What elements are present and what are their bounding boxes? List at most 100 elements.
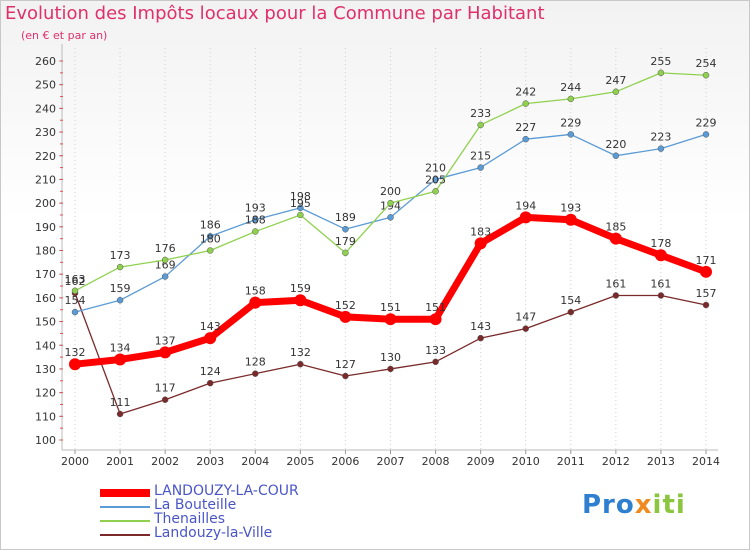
data-point (522, 325, 529, 332)
data-label: 147 (515, 311, 536, 324)
data-point (609, 232, 622, 245)
x-tick-label: 2008 (422, 455, 450, 468)
data-point (702, 71, 710, 79)
data-point (657, 69, 665, 77)
data-point (477, 164, 484, 171)
data-label: 133 (425, 344, 446, 357)
data-point (612, 292, 620, 299)
data-label: 143 (200, 320, 221, 333)
data-label: 193 (560, 202, 581, 215)
data-point (159, 346, 172, 359)
data-label: 154 (560, 294, 581, 307)
data-label: 130 (380, 351, 401, 364)
data-label: 189 (335, 211, 356, 224)
data-point (252, 228, 259, 235)
x-tick-label: 2005 (286, 455, 314, 468)
data-label: 178 (650, 237, 671, 250)
data-label: 254 (696, 57, 717, 70)
y-tick-label: 200 (35, 197, 56, 210)
data-point (297, 211, 304, 219)
data-label: 143 (470, 320, 491, 333)
data-label: 215 (470, 150, 491, 163)
y-tick-label: 150 (35, 316, 56, 329)
data-point (204, 332, 217, 345)
data-label: 227 (515, 121, 536, 134)
data-point (161, 256, 169, 264)
data-label: 242 (515, 86, 536, 99)
legend-label: Thenailles (154, 511, 226, 527)
x-tick-label: 2007 (377, 455, 405, 468)
data-point (702, 131, 710, 138)
data-label: 176 (155, 242, 176, 255)
data-label: 171 (696, 254, 717, 267)
legend-swatch (100, 489, 150, 497)
y-tick-label: 210 (35, 173, 56, 186)
data-label: 244 (560, 81, 581, 94)
data-point (342, 249, 349, 257)
y-tick-label: 170 (35, 268, 56, 281)
y-tick-label: 220 (35, 150, 56, 163)
data-label: 194 (515, 199, 536, 212)
x-tick-label: 2002 (151, 455, 179, 468)
data-point (206, 247, 214, 254)
chart-title: Evolution des Impôts locaux pour la Comm… (5, 3, 545, 24)
y-tick-label: 100 (35, 434, 56, 447)
data-label: 127 (335, 358, 356, 371)
x-tick-label: 2010 (512, 455, 540, 468)
data-label: 185 (605, 221, 626, 234)
data-point (387, 199, 394, 207)
x-tick-label: 2009 (467, 455, 495, 468)
legend-swatch (100, 506, 150, 508)
data-point (657, 292, 665, 299)
data-label: 124 (200, 365, 221, 378)
legend-label: LANDOUZY-LA-COUR (154, 483, 299, 499)
data-point (567, 95, 575, 103)
y-tick-label: 260 (35, 55, 56, 68)
data-point (432, 358, 439, 366)
data-point (384, 313, 397, 326)
data-label: 255 (650, 55, 671, 68)
data-point (116, 296, 124, 304)
x-tick-label: 2001 (106, 455, 134, 468)
data-point (71, 287, 79, 295)
data-point (114, 353, 127, 366)
data-label: 128 (245, 356, 266, 369)
x-tick-label: 2013 (647, 455, 675, 468)
x-tick-label: 2000 (61, 455, 89, 468)
data-label: 169 (155, 259, 176, 272)
data-label: 163 (65, 273, 86, 286)
data-label: 154 (65, 294, 86, 307)
data-label: 159 (110, 282, 131, 295)
data-label: 229 (560, 116, 581, 129)
y-tick-label: 140 (35, 339, 56, 352)
data-point (342, 372, 349, 380)
data-label: 193 (245, 202, 266, 215)
data-label: 161 (650, 278, 671, 291)
data-point (339, 310, 352, 323)
data-label: 158 (245, 285, 266, 298)
data-point (567, 308, 575, 316)
y-tick-label: 240 (35, 102, 56, 115)
data-label: 198 (290, 190, 311, 203)
data-label: 132 (65, 346, 86, 359)
data-point (71, 308, 79, 316)
data-label: 229 (696, 116, 717, 129)
data-point (519, 211, 532, 224)
data-point (564, 213, 577, 226)
data-point (429, 313, 442, 326)
data-point (522, 135, 529, 143)
data-point (249, 296, 262, 309)
data-label: 152 (335, 299, 356, 312)
data-label: 134 (110, 341, 131, 354)
data-label: 220 (605, 138, 626, 151)
data-point (474, 237, 487, 250)
data-point (252, 216, 259, 223)
data-label: 183 (470, 225, 491, 238)
data-label: 195 (290, 197, 311, 210)
data-point (69, 358, 81, 371)
data-point (206, 379, 214, 387)
data-label: 179 (335, 235, 356, 248)
y-tick-label: 110 (35, 410, 56, 423)
